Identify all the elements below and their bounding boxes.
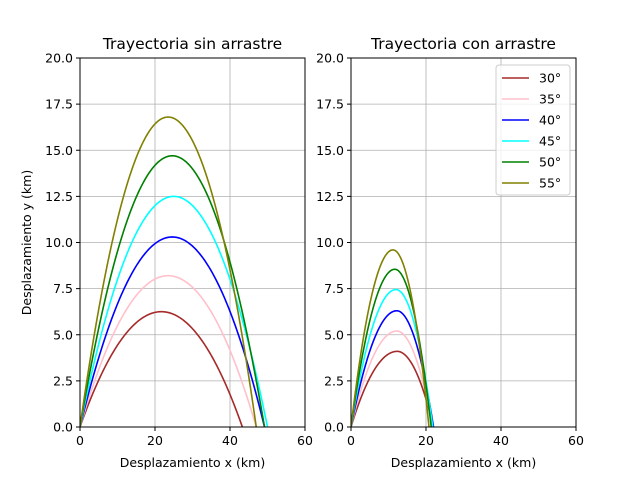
trajectory-line-45deg [80,195,269,427]
y-tick-label: 5.0 [53,327,73,342]
y-tick-label: 12.5 [45,189,73,204]
x-tick-label: 60 [568,433,584,448]
trajectories [351,249,435,427]
trajectory-line-40deg [351,309,435,427]
y-tick-label: 12.5 [316,189,344,204]
y-tick-label: 2.5 [53,373,73,388]
subplot-con-arrastre: Trayectoria con arrastre Desplazamiento … [316,35,584,470]
legend-label-55deg: 55° [539,176,561,191]
x-tick-label: 0 [76,433,84,448]
trajectory-line-30deg [80,310,244,427]
x-tick-label: 60 [297,433,313,448]
y-tick-label: 20.0 [316,51,344,66]
trajectory-line-30deg [351,350,435,427]
y-tick-label: 0.0 [53,420,73,435]
trajectory-line-35deg [80,274,258,427]
y-tick-label: 17.5 [316,97,344,112]
legend-label-45deg: 45° [539,134,561,149]
x-tick-label: 0 [347,433,355,448]
y-tick-label: 17.5 [45,97,73,112]
x-axis-label-left: Desplazamiento x (km) [120,455,265,470]
y-axis-label-left: Desplazamiento y (km) [19,170,34,315]
y-tick-label: 5.0 [324,327,344,342]
x-tick-label: 20 [418,433,434,448]
chart-title-right: Trayectoria con arrastre [370,35,556,53]
subplot-sin-arrastre: Trayectoria sin arrastre Desplazamiento … [19,35,313,470]
trajectory-line-55deg [80,116,258,427]
x-tick-label: 20 [147,433,163,448]
x-tick-label: 40 [493,433,509,448]
y-tick-label: 20.0 [45,51,73,66]
y-tick-label: 0.0 [324,420,344,435]
legend-label-40deg: 40° [539,113,561,128]
legend-label-35deg: 35° [539,92,561,107]
trajectory-line-50deg [80,154,266,427]
y-tick-label: 7.5 [53,281,73,296]
legend: 30° 35° 40° 45° 50° 55° [495,64,571,196]
x-tick-label: 40 [222,433,238,448]
legend-label-30deg: 30° [539,71,561,86]
y-tick-label: 2.5 [324,373,344,388]
gridlines [79,57,306,428]
y-tick-label: 10.0 [45,235,73,250]
x-axis-label-right: Desplazamiento x (km) [391,455,536,470]
y-tick-label: 15.0 [316,143,344,158]
trajectories [80,116,269,427]
legend-label-50deg: 50° [539,155,561,170]
trajectory-line-55deg [351,249,430,427]
chart-title-left: Trayectoria sin arrastre [102,35,282,53]
y-tick-label: 7.5 [324,281,344,296]
trajectory-line-35deg [351,330,434,427]
y-tick-label: 10.0 [316,235,344,250]
y-tick-label: 15.0 [45,143,73,158]
trajectory-line-40deg [80,236,266,427]
